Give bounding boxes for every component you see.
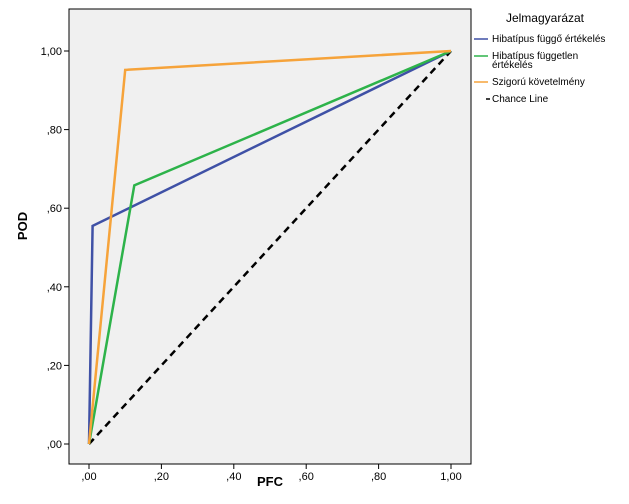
y-tick-label: ,40 — [47, 282, 62, 294]
x-tick-label: ,40 — [226, 471, 241, 483]
series-lines — [87, 49, 452, 445]
series-line-0 — [87, 49, 452, 445]
legend: Hibatípus függő értékelés Hibatípus függe… — [474, 34, 605, 105]
legend-label: Hibatípus független — [492, 51, 578, 62]
y-axis-title: POD — [15, 212, 30, 240]
x-tick-label: 1,00 — [440, 471, 461, 483]
plot-background — [68, 8, 472, 465]
y-tick-label: ,60 — [47, 203, 62, 215]
x-tick-label: ,20 — [154, 471, 169, 483]
x-tick-label: ,80 — [371, 471, 386, 483]
legend-label: Chance Line — [492, 94, 549, 105]
x-axis: ,00 ,20 ,40 ,60 ,80 1,00 — [81, 464, 462, 483]
legend-title: Jelmagyarázat — [506, 11, 585, 25]
x-axis-title: PFC — [257, 474, 284, 489]
legend-label: értékelés — [492, 60, 533, 71]
y-axis: ,00 ,20 ,40 ,60 ,80 1,00 — [41, 46, 69, 451]
y-tick-label: ,80 — [47, 125, 62, 137]
y-tick-label: ,20 — [47, 360, 62, 372]
series-line-2 — [87, 49, 452, 445]
legend-label: Hibatípus függő értékelés — [492, 34, 605, 45]
x-tick-label: ,00 — [81, 471, 96, 483]
x-tick-label: ,60 — [299, 471, 314, 483]
legend-label: Szigorú követelmény — [492, 77, 585, 88]
series-line-1 — [87, 49, 452, 445]
y-tick-label: ,00 — [47, 439, 62, 451]
series-line-3 — [88, 50, 452, 445]
y-tick-label: 1,00 — [41, 46, 62, 58]
